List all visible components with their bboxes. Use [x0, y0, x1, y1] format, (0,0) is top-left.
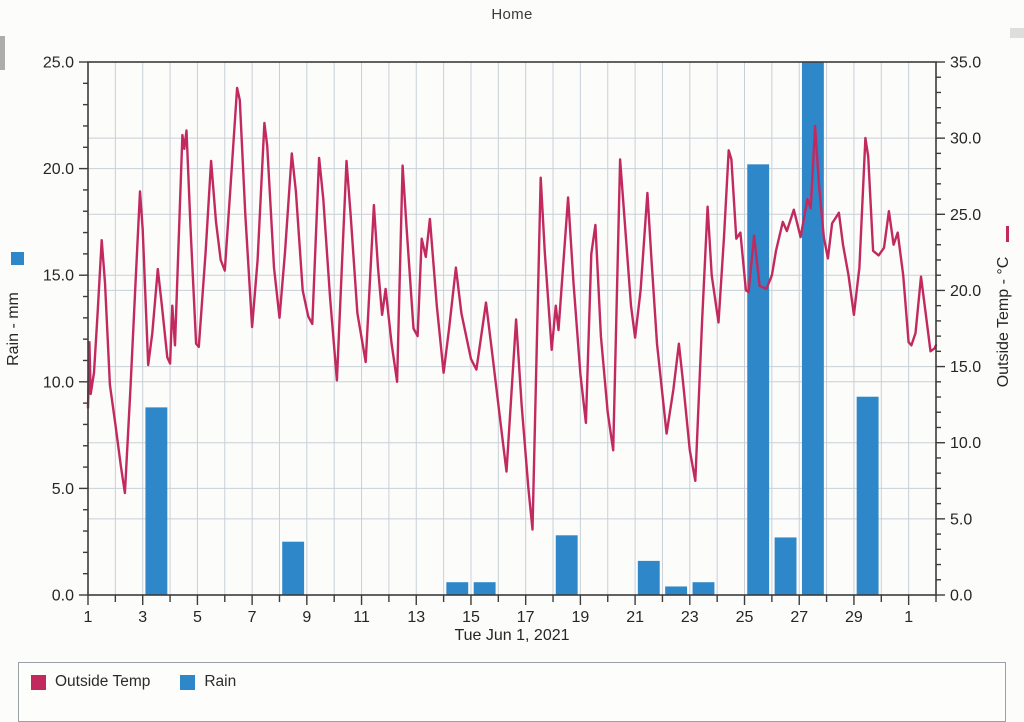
y-right-tick-label: 30.0: [950, 131, 981, 148]
weather-chart-plot: 1 3 5 7 9 11 13 15 17 19 21 23 25 27 29 1 0.0 5.0 10.0 15.0…: [5, 55, 1012, 645]
rain-bar: [747, 164, 770, 595]
y-left-tick-label: 25.0: [43, 55, 74, 72]
rain-bar: [555, 535, 578, 595]
left-axis-title: Rain - mm: [5, 292, 22, 366]
rain-bar: [692, 582, 715, 595]
rain-swatch-icon: [180, 674, 196, 690]
legend-label-rain: Rain: [204, 673, 237, 690]
y-left-tick-label: 5.0: [52, 481, 74, 498]
x-tick-label: 3: [138, 609, 147, 626]
legend-item-rain: Rain: [180, 673, 236, 691]
rain-bar: [473, 582, 496, 595]
legend: Outside Temp Rain: [18, 662, 1006, 722]
y-right-tick-label: 10.0: [950, 435, 981, 452]
x-tick-label: 27: [790, 609, 808, 626]
outside-temp-swatch-icon: [31, 674, 46, 690]
x-tick-label: 9: [302, 609, 311, 626]
y-right-tick-label: 25.0: [950, 207, 981, 224]
rain-bar: [774, 537, 797, 595]
right-axis-title: Outside Temp - °C: [995, 257, 1012, 388]
y-right-tick-label: 15.0: [950, 359, 981, 376]
rain-axis-marker-icon: [11, 252, 24, 265]
x-tick-label: 11: [353, 609, 370, 626]
rain-bar: [446, 582, 469, 595]
y-left-tick-label: 0.0: [52, 588, 74, 605]
y-right-tick-label: 20.0: [950, 283, 981, 300]
x-axis-title: Tue Jun 1, 2021: [454, 627, 569, 644]
y-right-tick-label: 35.0: [950, 55, 981, 72]
y-right-tick-label: 0.0: [950, 588, 972, 605]
temp-axis-marker-icon: [1006, 226, 1009, 242]
rain-bar: [282, 541, 305, 595]
y-right-tick-label: 5.0: [950, 511, 972, 528]
plot-border: [87, 61, 937, 596]
rain-bar: [637, 560, 660, 595]
x-tick-label: 1: [84, 609, 93, 626]
rain-bar: [145, 407, 168, 595]
x-tick-label: 25: [736, 609, 754, 626]
x-tick-label: 1: [904, 609, 913, 626]
chart-title: Home: [491, 6, 533, 23]
x-tick-label: 23: [681, 609, 699, 626]
rain-bar: [856, 396, 879, 595]
x-tick-label: 13: [407, 609, 425, 626]
x-tick-label: 21: [626, 609, 644, 626]
y-left-tick-label: 15.0: [43, 268, 74, 285]
x-tick-label: 19: [571, 609, 589, 626]
y-left-tick-label: 10.0: [43, 374, 74, 391]
x-tick-label: 29: [845, 609, 863, 626]
x-tick-label: 7: [248, 609, 257, 626]
y-left-tick-label: 20.0: [43, 161, 74, 178]
weather-chart-svg: 1 3 5 7 9 11 13 15 17 19 21 23 25 27 29 10.05.010.015.0…: [5, 55, 1012, 645]
x-tick-label: 5: [193, 609, 202, 626]
scan-artifact: [0, 36, 5, 70]
rain-bar: [665, 586, 688, 595]
x-tick-label: 15: [462, 609, 480, 626]
x-tick-label: 17: [517, 609, 535, 626]
temp-line: [86, 86, 938, 531]
legend-item-outside-temp: Outside Temp: [31, 673, 150, 691]
legend-label-outside-temp: Outside Temp: [55, 673, 151, 690]
scan-artifact: [1010, 28, 1024, 38]
rain-bar: [801, 62, 824, 595]
